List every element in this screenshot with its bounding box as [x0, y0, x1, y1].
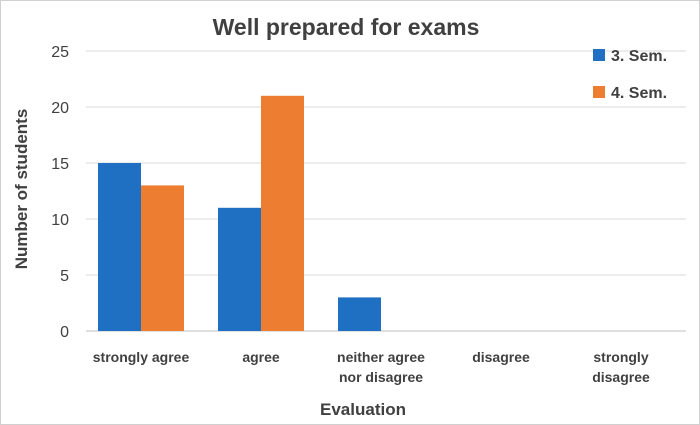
- x-category-label: agree: [242, 349, 280, 365]
- bar-sem3: [218, 207, 261, 331]
- x-category-label: neither agree nor disagree: [337, 349, 425, 385]
- y-tick-label: 15: [51, 156, 69, 173]
- legend-swatch: [593, 86, 605, 98]
- y-tick-label: 10: [51, 212, 69, 229]
- bars: [98, 95, 381, 331]
- bar-sem4: [141, 185, 184, 331]
- legend: 3. Sem. 4. Sem.: [593, 48, 667, 102]
- bar-sem4: [261, 95, 304, 331]
- y-axis-title: Number of students: [12, 109, 31, 270]
- legend-label: 4. Sem.: [611, 85, 667, 102]
- y-tick-label: 5: [60, 268, 69, 285]
- legend-label: 3. Sem.: [611, 48, 667, 65]
- chart-title: Well prepared for exams: [213, 14, 480, 40]
- x-axis-categories: strongly agree agree neither agree nor disa…: [93, 349, 650, 385]
- legend-swatch: [593, 49, 605, 61]
- y-axis-ticks: 0 5 10 15 20 25: [51, 44, 69, 341]
- y-tick-label: 0: [60, 324, 69, 341]
- x-axis-title: Evaluation: [320, 400, 406, 419]
- x-category-label: disagree: [472, 349, 530, 365]
- bar-sem3: [338, 297, 381, 331]
- x-category-label: strongly agree: [93, 349, 190, 365]
- x-category-label: strongly disagree: [592, 349, 650, 385]
- y-tick-label: 25: [51, 44, 69, 61]
- bar-sem3: [98, 163, 141, 331]
- y-tick-label: 20: [51, 100, 69, 117]
- gridlines: [86, 50, 686, 332]
